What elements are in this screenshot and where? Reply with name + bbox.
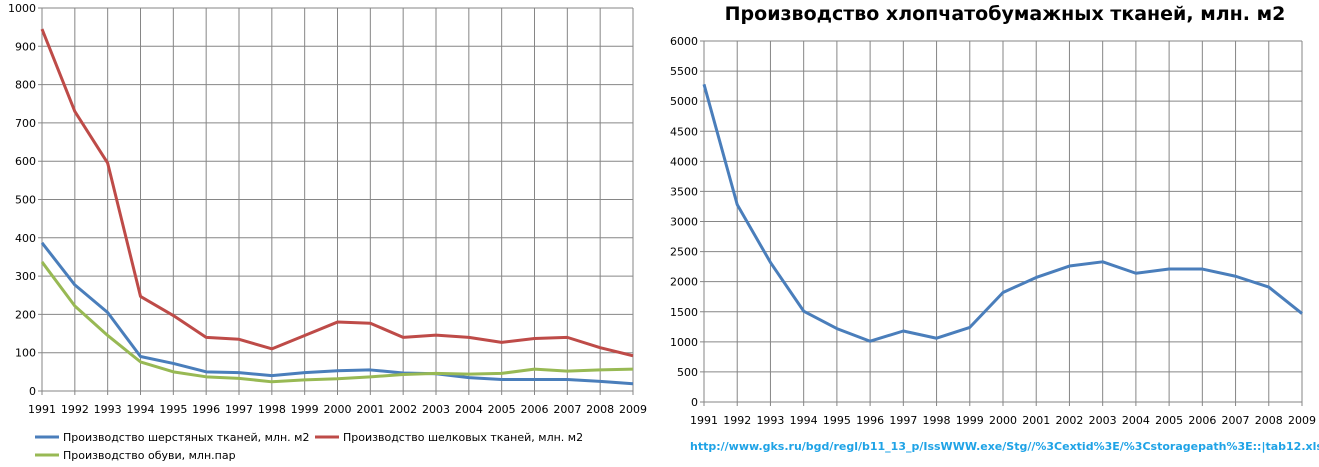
x-tick-label: 2005 <box>488 403 516 416</box>
y-tick-label: 2500 <box>670 246 698 259</box>
y-tick-label: 3500 <box>670 185 698 198</box>
y-tick-label: 5500 <box>670 65 698 78</box>
x-tick-label: 1998 <box>258 403 286 416</box>
x-tick-label: 1995 <box>823 414 851 427</box>
x-tick-label: 1993 <box>94 403 122 416</box>
x-tick-label: 1999 <box>956 414 984 427</box>
y-tick-label: 4000 <box>670 155 698 168</box>
x-tick-label: 1995 <box>159 403 187 416</box>
y-tick-label: 300 <box>15 270 36 283</box>
x-tick-label: 2007 <box>1222 414 1250 427</box>
x-tick-label: 1994 <box>127 403 155 416</box>
y-tick-label: 700 <box>15 117 36 130</box>
x-tick-label: 2003 <box>1089 414 1117 427</box>
x-tick-label: 2000 <box>989 414 1017 427</box>
x-tick-label: 1997 <box>225 403 253 416</box>
y-tick-label: 600 <box>15 155 36 168</box>
y-tick-label: 6000 <box>670 35 698 48</box>
x-tick-label: 1998 <box>923 414 951 427</box>
x-tick-label: 1991 <box>690 414 718 427</box>
series-line-0 <box>40 241 634 386</box>
x-tick-label: 1992 <box>61 403 89 416</box>
x-tick-label: 2004 <box>1122 414 1150 427</box>
legend-label: Производство шелковых тканей, млн. м2 <box>343 431 583 444</box>
x-tick-label: 2002 <box>1055 414 1083 427</box>
y-tick-label: 500 <box>15 194 36 207</box>
x-tick-label: 1996 <box>856 414 884 427</box>
legend-label: Производство шерстяных тканей, млн. м2 <box>63 431 309 444</box>
series-line-1 <box>40 28 634 358</box>
y-tick-label: 4500 <box>670 125 698 138</box>
y-tick-label: 1000 <box>8 2 36 15</box>
x-tick-label: 2008 <box>586 403 614 416</box>
source-link: http://www.gks.ru/bgd/regl/b11_13_p/IssW… <box>690 440 1319 453</box>
y-tick-label: 400 <box>15 232 36 245</box>
x-tick-label: 2006 <box>521 403 549 416</box>
x-tick-label: 2006 <box>1188 414 1216 427</box>
y-tick-label: 1000 <box>670 336 698 349</box>
x-tick-label: 1996 <box>192 403 220 416</box>
x-tick-label: 2001 <box>356 403 384 416</box>
y-tick-label: 1500 <box>670 306 698 319</box>
y-tick-label: 200 <box>15 308 36 321</box>
chart-title: Производство хлопчатобумажных тканей, мл… <box>725 3 1286 25</box>
y-tick-label: 0 <box>29 385 36 398</box>
x-tick-label: 2007 <box>553 403 581 416</box>
y-tick-label: 900 <box>15 40 36 53</box>
x-tick-label: 1991 <box>28 403 56 416</box>
x-tick-label: 2008 <box>1255 414 1283 427</box>
x-tick-label: 1992 <box>723 414 751 427</box>
x-tick-label: 1993 <box>756 414 784 427</box>
x-tick-label: 2009 <box>619 403 647 416</box>
series-line-0 <box>702 83 1303 343</box>
y-tick-label: 5000 <box>670 95 698 108</box>
x-tick-label: 2005 <box>1155 414 1183 427</box>
x-tick-label: 1999 <box>291 403 319 416</box>
y-tick-label: 3000 <box>670 216 698 229</box>
x-tick-label: 1997 <box>889 414 917 427</box>
legend-label: Производство обуви, млн.пар <box>63 449 236 462</box>
x-tick-label: 2000 <box>324 403 352 416</box>
y-tick-label: 800 <box>15 79 36 92</box>
x-tick-label: 2009 <box>1288 414 1316 427</box>
y-tick-label: 500 <box>677 366 698 379</box>
x-tick-label: 2003 <box>422 403 450 416</box>
x-tick-label: 2002 <box>389 403 417 416</box>
y-tick-label: 0 <box>691 396 698 409</box>
series-line-2 <box>40 261 634 384</box>
y-tick-label: 2000 <box>670 276 698 289</box>
y-tick-label: 100 <box>15 347 36 360</box>
x-tick-label: 2001 <box>1022 414 1050 427</box>
x-tick-label: 1994 <box>790 414 818 427</box>
x-tick-label: 2004 <box>455 403 483 416</box>
